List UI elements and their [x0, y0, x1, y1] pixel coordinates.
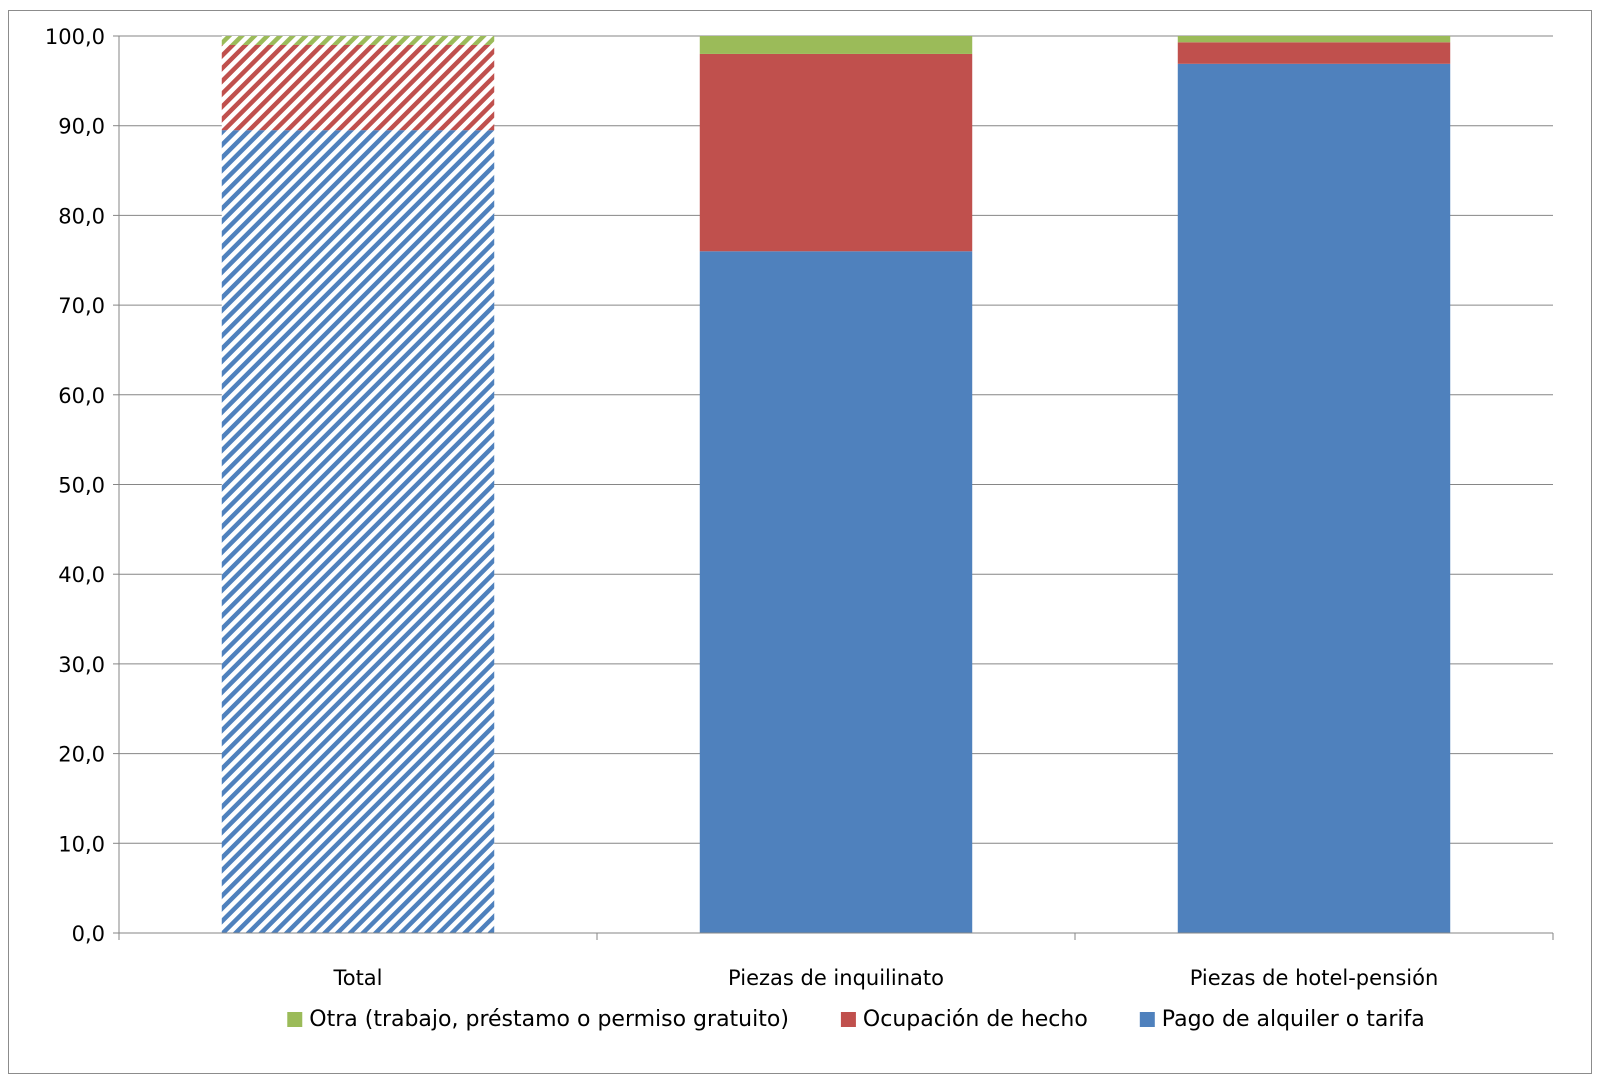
bar-segment-ocupacion-de-hecho-piezas-de-hotel-pension: [1177, 42, 1451, 64]
legend-label: Otra (trabajo, préstamo o permiso gratui…: [309, 1007, 789, 1032]
y-tick-label: 90,0: [58, 115, 105, 139]
legend-item-ocupacion-de-hecho: Ocupación de hecho: [840, 1007, 1088, 1032]
legend-swatch: [840, 1012, 856, 1027]
y-tick-label: 20,0: [58, 743, 105, 767]
y-tick-label: 50,0: [58, 474, 105, 498]
x-category-label: Piezas de hotel-pensión: [1190, 966, 1439, 990]
axes: 0,0 10,0 20,0 30,0 40,0 50,0 60,0 70,0 80,0 90,0 1…: [45, 25, 1554, 990]
y-tick-label: 70,0: [58, 294, 105, 318]
y-tick-label: 10,0: [58, 832, 105, 856]
bar-segment-otra-trabajo-prestamo-o-permiso-gratuito-total: [221, 36, 495, 45]
bar-segment-otra-trabajo-prestamo-o-permiso-gratuito-piezas-de-hotel-pension: [1177, 36, 1451, 43]
y-tick-label: 60,0: [58, 384, 105, 408]
y-tick-label: 40,0: [58, 563, 105, 587]
y-tick-label: 100,0: [45, 25, 105, 49]
stacked-bar-chart: 0,0 10,0 20,0 30,0 40,0 50,0 60,0 70,0 80,0 90,0 1…: [45, 25, 1554, 1032]
y-tick-label: 30,0: [58, 653, 105, 677]
legend-item-otra-trabajo-prestamo-o-permiso-gratuito: Otra (trabajo, préstamo o permiso gratui…: [287, 1007, 789, 1032]
legend: Otra (trabajo, préstamo o permiso gratui…: [287, 1007, 1425, 1032]
legend-label: Ocupación de hecho: [863, 1007, 1088, 1032]
y-tick-label: 80,0: [58, 204, 105, 228]
bar-segment-ocupacion-de-hecho-piezas-de-inquilinato: [699, 53, 973, 252]
x-category-label: Piezas de inquilinato: [728, 966, 944, 990]
legend-swatch: [1139, 1012, 1155, 1027]
bar-segment-ocupacion-de-hecho-total: [221, 44, 495, 131]
x-category-label: Total: [332, 966, 382, 990]
legend-item-pago-de-alquiler-o-tarifa: Pago de alquiler o tarifa: [1139, 1007, 1425, 1032]
bar-segment-pago-de-alquiler-o-tarifa-piezas-de-inquilinato: [699, 251, 973, 933]
bar-segment-pago-de-alquiler-o-tarifa-total: [221, 130, 495, 933]
legend-swatch: [287, 1012, 303, 1027]
legend-label: Pago de alquiler o tarifa: [1162, 1007, 1425, 1032]
y-tick-label: 0,0: [72, 922, 105, 946]
bar-segment-otra-trabajo-prestamo-o-permiso-gratuito-piezas-de-inquilinato: [699, 36, 973, 54]
chart-frame: 0,0 10,0 20,0 30,0 40,0 50,0 60,0 70,0 80,0 90,0 1…: [8, 10, 1592, 1074]
bars: [221, 36, 1451, 933]
bar-segment-pago-de-alquiler-o-tarifa-piezas-de-hotel-pension: [1177, 63, 1451, 933]
